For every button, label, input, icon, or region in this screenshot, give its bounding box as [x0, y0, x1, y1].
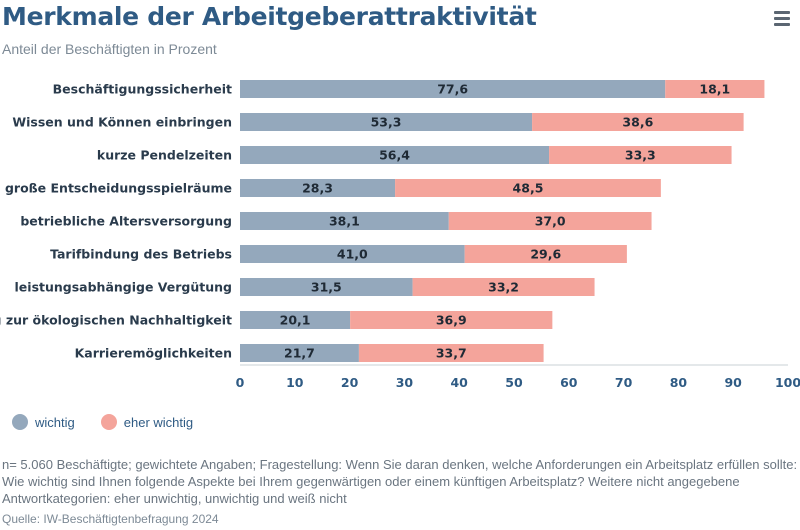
value-label-wichtig-grosse-entscheidungsspielraeume: 28,3: [302, 181, 333, 196]
bar-wichtig-kurze-pendelzeiten[interactable]: [240, 146, 550, 164]
value-label-eher-wichtig-tarifbindung-des-betriebs: 29,6: [530, 247, 561, 262]
bar-wichtig-leistungsabhaengige-verguetung[interactable]: [240, 278, 413, 296]
value-label-eher-wichtig-karrieremoeglichkeiten: 33,7: [436, 346, 467, 361]
x-tick-label-40: 40: [450, 375, 468, 390]
value-label-eher-wichtig-kurze-pendelzeiten: 33,3: [625, 148, 656, 163]
x-tick-label-30: 30: [396, 375, 414, 390]
bar-eher-wichtig-karrieremoeglichkeiten[interactable]: [358, 344, 544, 362]
value-label-wichtig-tarifbindung-des-betriebs: 41,0: [337, 247, 368, 262]
x-tick-label-70: 70: [615, 375, 633, 390]
x-tick-label-50: 50: [505, 375, 523, 390]
category-label-leistungsabhaengige-verguetung: leistungsabhängige Vergütung: [15, 280, 232, 295]
menu-line: [774, 11, 790, 14]
footnote: n= 5.060 Beschäftigte; gewichtete Angabe…: [2, 457, 798, 506]
bar-eher-wichtig-kurze-pendelzeiten[interactable]: [549, 146, 732, 164]
bar-eher-wichtig-tarifbindung-des-betriebs[interactable]: [464, 245, 627, 263]
category-label-kurze-pendelzeiten: kurze Pendelzeiten: [97, 148, 232, 163]
value-label-eher-wichtig-wissen-und-koennen-einbringen: 38,6: [622, 115, 653, 130]
x-tick-label-80: 80: [670, 375, 688, 390]
legend: wichtig eher wichtig: [12, 414, 219, 430]
legend-label-wichtig: wichtig: [35, 414, 75, 430]
category-label-wissen-und-koennen-einbringen: Wissen und Können einbringen: [12, 115, 232, 130]
value-label-wichtig-kurze-pendelzeiten: 56,4: [379, 148, 410, 163]
bar-eher-wichtig-grosse-entscheidungsspielraeume[interactable]: [395, 179, 661, 197]
category-label-beschaeftigungssicherheit: Beschäftigungssicherheit: [53, 82, 232, 97]
menu-line: [774, 17, 790, 20]
stacked-bar-chart: Beschäftigungssicherheit Wissen und Könne…: [0, 80, 800, 390]
value-label-eher-wichtig-beschaeftigungssicherheit: 18,1: [699, 82, 730, 97]
bar-eher-wichtig-beitrag-zur-oekologischen-nachhaltigkeit[interactable]: [350, 311, 553, 329]
value-label-eher-wichtig-grosse-entscheidungsspielraeume: 48,5: [513, 181, 544, 196]
value-label-eher-wichtig-leistungsabhaengige-verguetung: 33,2: [488, 280, 519, 295]
bars: [240, 80, 765, 362]
bar-wichtig-tarifbindung-des-betriebs[interactable]: [240, 245, 465, 263]
legend-item-wichtig[interactable]: wichtig: [12, 414, 75, 430]
menu-line: [774, 23, 790, 26]
legend-label-eher-wichtig: eher wichtig: [123, 414, 194, 430]
category-label-tarifbindung-des-betriebs: Tarifbindung des Betriebs: [50, 247, 232, 262]
value-label-wichtig-betriebliche-altersversorgung: 38,1: [329, 214, 360, 229]
bar-wichtig-betriebliche-altersversorgung[interactable]: [240, 212, 449, 230]
x-tick-label-10: 10: [286, 375, 304, 390]
legend-item-eher-wichtig[interactable]: eher wichtig: [100, 414, 194, 430]
category-label-beitrag-zur-oekologischen-nachhaltigkeit: Beitrag zur ökologischen Nachhaltigkeit: [0, 313, 232, 328]
category-label-betriebliche-altersversorgung: betriebliche Altersversorgung: [20, 214, 232, 229]
value-label-wichtig-beitrag-zur-oekologischen-nachhaltigkeit: 20,1: [280, 313, 311, 328]
value-label-eher-wichtig-betriebliche-altersversorgung: 37,0: [535, 214, 566, 229]
value-label-wichtig-leistungsabhaengige-verguetung: 31,5: [311, 280, 342, 295]
bar-wichtig-grosse-entscheidungsspielraeume[interactable]: [240, 179, 396, 197]
value-label-wichtig-karrieremoeglichkeiten: 21,7: [284, 346, 315, 361]
hamburger-menu-icon[interactable]: [772, 8, 792, 28]
legend-swatch-wichtig: [12, 414, 28, 430]
category-labels: Beschäftigungssicherheit Wissen und Könne…: [0, 82, 232, 361]
x-axis-ticks: 0 10 20 30 40 50 60 70 80 90 100: [236, 375, 800, 390]
category-label-grosse-entscheidungsspielraeume: große Entscheidungsspielräume: [5, 181, 232, 196]
bar-eher-wichtig-leistungsabhaengige-verguetung[interactable]: [412, 278, 595, 296]
value-label-eher-wichtig-beitrag-zur-oekologischen-nachhaltigkeit: 36,9: [436, 313, 467, 328]
bar-wichtig-beitrag-zur-oekologischen-nachhaltigkeit[interactable]: [240, 311, 351, 329]
chart-subtitle: Anteil der Beschäftigten in Prozent: [2, 41, 217, 57]
bar-wichtig-beschaeftigungssicherheit[interactable]: [240, 80, 666, 98]
bar-eher-wichtig-beschaeftigungssicherheit[interactable]: [665, 80, 765, 98]
source-note: Quelle: IW-Beschäftigtenbefragung 2024: [2, 512, 219, 526]
value-labels: 77,6 18,1 53,3 38,6 56,4 33,3 28,3 48,5 38,1 37,0…: [280, 82, 731, 361]
x-tick-label-100: 100: [775, 375, 800, 390]
category-label-karrieremoeglichkeiten: Karrieremöglichkeiten: [75, 346, 232, 361]
x-tick-label-20: 20: [341, 375, 359, 390]
bar-wichtig-karrieremoeglichkeiten[interactable]: [240, 344, 359, 362]
chart-title: Merkmale der Arbeitgeberattraktivität: [2, 2, 537, 31]
value-label-wichtig-beschaeftigungssicherheit: 77,6: [437, 82, 468, 97]
x-tick-label-0: 0: [236, 375, 245, 390]
x-tick-label-90: 90: [724, 375, 742, 390]
bar-eher-wichtig-betriebliche-altersversorgung[interactable]: [448, 212, 652, 230]
legend-swatch-eher-wichtig: [100, 414, 117, 430]
bar-wichtig-wissen-und-koennen-einbringen[interactable]: [240, 113, 533, 131]
value-label-wichtig-wissen-und-koennen-einbringen: 53,3: [371, 115, 402, 130]
bar-eher-wichtig-wissen-und-koennen-einbringen[interactable]: [532, 113, 744, 131]
x-tick-label-60: 60: [560, 375, 578, 390]
